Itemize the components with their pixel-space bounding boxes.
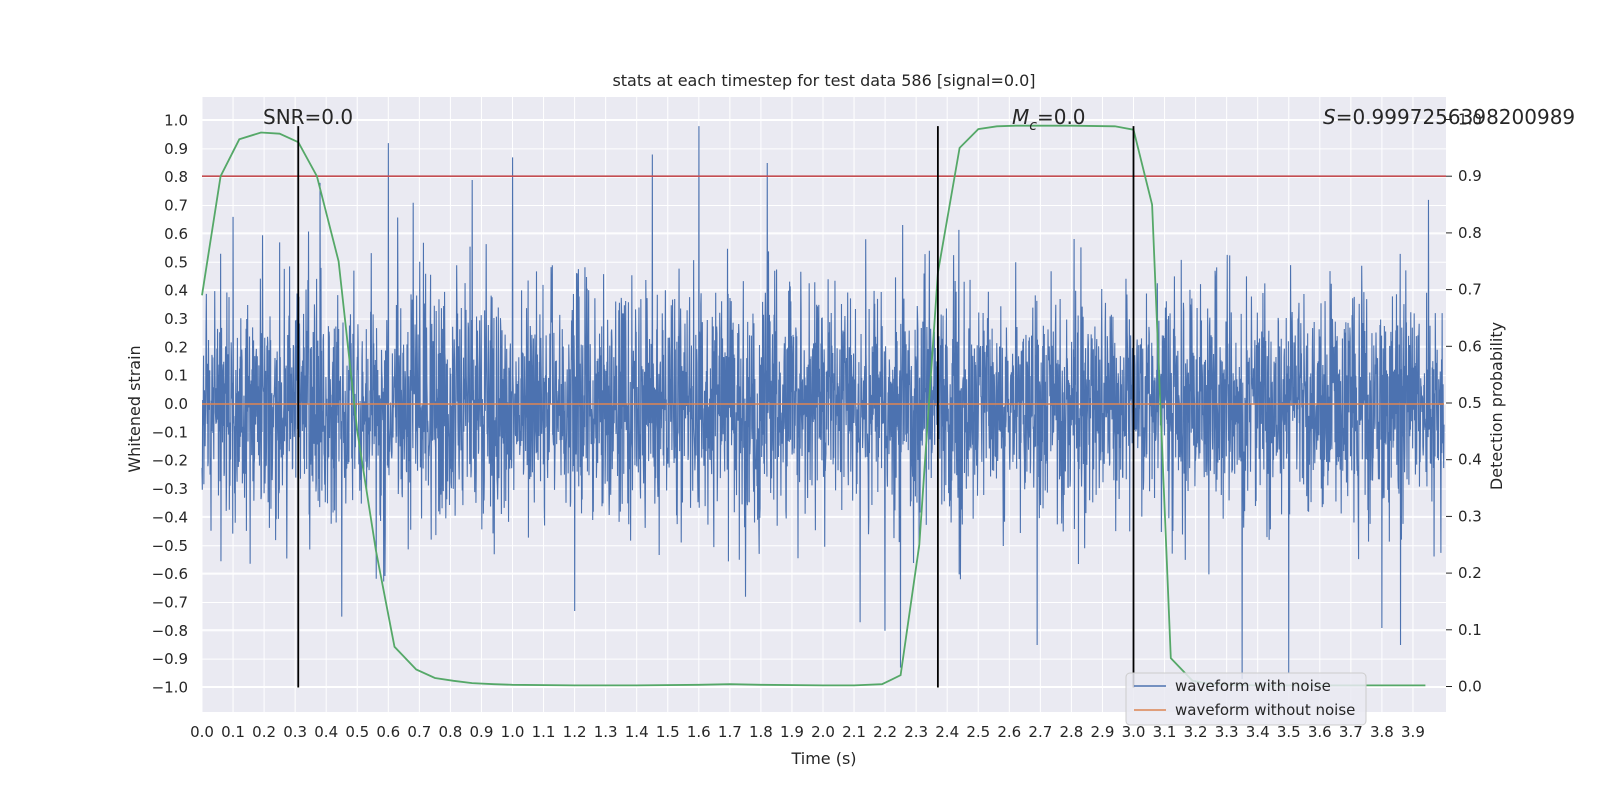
mc-symbol: M xyxy=(1012,105,1029,129)
x-tick-label: 3.5 xyxy=(1277,723,1301,741)
x-tick-label: 3.1 xyxy=(1153,723,1177,741)
x-tick-label: 2.9 xyxy=(1091,723,1115,741)
y-tick-label: −0.2 xyxy=(152,452,188,470)
x-tick-label: 1.9 xyxy=(780,723,804,741)
x-tick-label: 3.7 xyxy=(1339,723,1363,741)
x-tick-label: 3.6 xyxy=(1308,723,1332,741)
y-axis-label: Whitened strain xyxy=(125,345,144,472)
y-tick-label: −0.7 xyxy=(152,593,188,611)
y2-tick-label: 0.1 xyxy=(1458,621,1482,639)
y-tick-label: 1.0 xyxy=(164,112,188,130)
y-tick-label: 0.4 xyxy=(164,282,188,300)
x-tick-label: 0.4 xyxy=(314,723,338,741)
y-tick-label: 0.0 xyxy=(164,395,188,413)
y2-tick-label: 0.8 xyxy=(1458,224,1482,242)
y-tick-label: 0.2 xyxy=(164,338,188,356)
noise-waveform-layer xyxy=(201,126,1445,680)
s-value: =0.9997256398200989 xyxy=(1336,105,1575,129)
y-axis-ticks: 1.0 0.9 0.8 0.7 0.6 0.5 0.4 0.3 0.2 0.1 0.0 −0.1 −0.… xyxy=(152,112,188,697)
x-tick-label: 1.7 xyxy=(718,723,742,741)
vertical-markers xyxy=(297,126,1135,688)
y2-tick-label: 0.4 xyxy=(1458,451,1482,469)
y-tick-label: −0.4 xyxy=(152,508,188,526)
x-tick-label: 0.7 xyxy=(407,723,431,741)
x-tick-label: 0.9 xyxy=(470,723,494,741)
y-tick-label: 0.5 xyxy=(164,253,188,271)
x-tick-label: 1.2 xyxy=(563,723,587,741)
s-symbol: S xyxy=(1323,105,1336,129)
x-tick-label: 0.8 xyxy=(438,723,462,741)
legend-box xyxy=(1125,672,1367,726)
x-tick-label: 1.6 xyxy=(687,723,711,741)
x-tick-label: 3.2 xyxy=(1184,723,1208,741)
x-tick-label: 2.4 xyxy=(935,723,959,741)
y2-axis-ticks: 1.0 0.9 0.8 0.7 0.6 0.5 0.4 0.3 0.2 0.1 0.0 xyxy=(1446,111,1482,696)
x-tick-label: 2.7 xyxy=(1028,723,1052,741)
x-tick-label: 2.8 xyxy=(1059,723,1083,741)
x-axis-label: Time (s) xyxy=(790,749,856,768)
y2-tick-label: 0.3 xyxy=(1458,507,1482,525)
x-tick-label: 2.3 xyxy=(904,723,928,741)
x-tick-label: 0.6 xyxy=(376,723,400,741)
y2-tick-label: 0.6 xyxy=(1458,337,1482,355)
y-tick-label: −1.0 xyxy=(152,679,188,697)
x-tick-label: 0.2 xyxy=(252,723,276,741)
y-tick-label: 0.8 xyxy=(164,168,188,186)
legend: waveform with noise waveform without noi… xyxy=(1125,672,1367,726)
y2-tick-label: 0.2 xyxy=(1458,564,1482,582)
y-tick-label: 0.7 xyxy=(164,197,188,215)
y-tick-label: 0.3 xyxy=(164,310,188,328)
y2-tick-label: 0.9 xyxy=(1458,167,1482,185)
x-tick-label: 1.4 xyxy=(625,723,649,741)
x-tick-label: 1.0 xyxy=(501,723,525,741)
x-tick-label: 3.3 xyxy=(1215,723,1239,741)
x-tick-label: 1.3 xyxy=(594,723,618,741)
x-tick-label: 1.1 xyxy=(532,723,556,741)
x-tick-label: 1.5 xyxy=(656,723,680,741)
x-tick-label: 3.4 xyxy=(1246,723,1270,741)
y-tick-label: 0.1 xyxy=(164,367,188,385)
legend-label-noise: waveform with noise xyxy=(1175,677,1331,695)
legend-label-clean: waveform without noise xyxy=(1175,701,1355,719)
chart-title: stats at each timestep for test data 586… xyxy=(612,71,1035,90)
x-tick-label: 3.9 xyxy=(1401,723,1425,741)
mc-annotation: Mc=0.0 xyxy=(1012,105,1086,134)
x-tick-label: 1.8 xyxy=(749,723,773,741)
y-tick-label: −0.6 xyxy=(152,565,188,583)
y-tick-label: −0.9 xyxy=(152,650,188,668)
mc-value: =0.0 xyxy=(1037,105,1086,129)
s-annotation: S=0.9997256398200989 xyxy=(1323,105,1575,129)
y-tick-label: −0.8 xyxy=(152,622,188,640)
snr-annotation: SNR=0.0 xyxy=(263,105,353,129)
y2-tick-label: 0.5 xyxy=(1458,394,1482,412)
y-tick-label: −0.1 xyxy=(152,423,188,441)
x-tick-label: 2.2 xyxy=(873,723,897,741)
x-tick-label: 3.0 xyxy=(1122,723,1146,741)
x-tick-label: 2.1 xyxy=(842,723,866,741)
x-axis-ticks: 0.0 0.1 0.2 0.3 0.4 0.5 0.6 0.7 0.8 0.9 1.0 1.1 1.2 1… xyxy=(190,723,1425,741)
y2-tick-label: 0.0 xyxy=(1458,678,1482,696)
mc-subscript: c xyxy=(1029,118,1037,134)
x-tick-label: 3.8 xyxy=(1370,723,1394,741)
probability-layer xyxy=(201,124,1426,687)
y-tick-label: −0.5 xyxy=(152,537,188,555)
y2-tick-label: 0.7 xyxy=(1458,281,1482,299)
x-tick-label: 0.0 xyxy=(190,723,214,741)
y-tick-label: −0.3 xyxy=(152,480,188,498)
x-tick-label: 2.5 xyxy=(966,723,990,741)
x-tick-label: 2.0 xyxy=(811,723,835,741)
y2-axis-label: Detection probability xyxy=(1487,322,1506,490)
x-tick-label: 0.5 xyxy=(345,723,369,741)
x-tick-label: 0.1 xyxy=(221,723,245,741)
x-tick-label: 0.3 xyxy=(283,723,307,741)
probability-line xyxy=(201,124,1426,687)
x-tick-label: 2.6 xyxy=(997,723,1021,741)
y-tick-label: 0.6 xyxy=(164,225,188,243)
y-tick-label: 0.9 xyxy=(164,140,188,158)
y2-tick-label: 1.0 xyxy=(1458,111,1482,129)
noise-waveform-line xyxy=(201,126,1445,680)
